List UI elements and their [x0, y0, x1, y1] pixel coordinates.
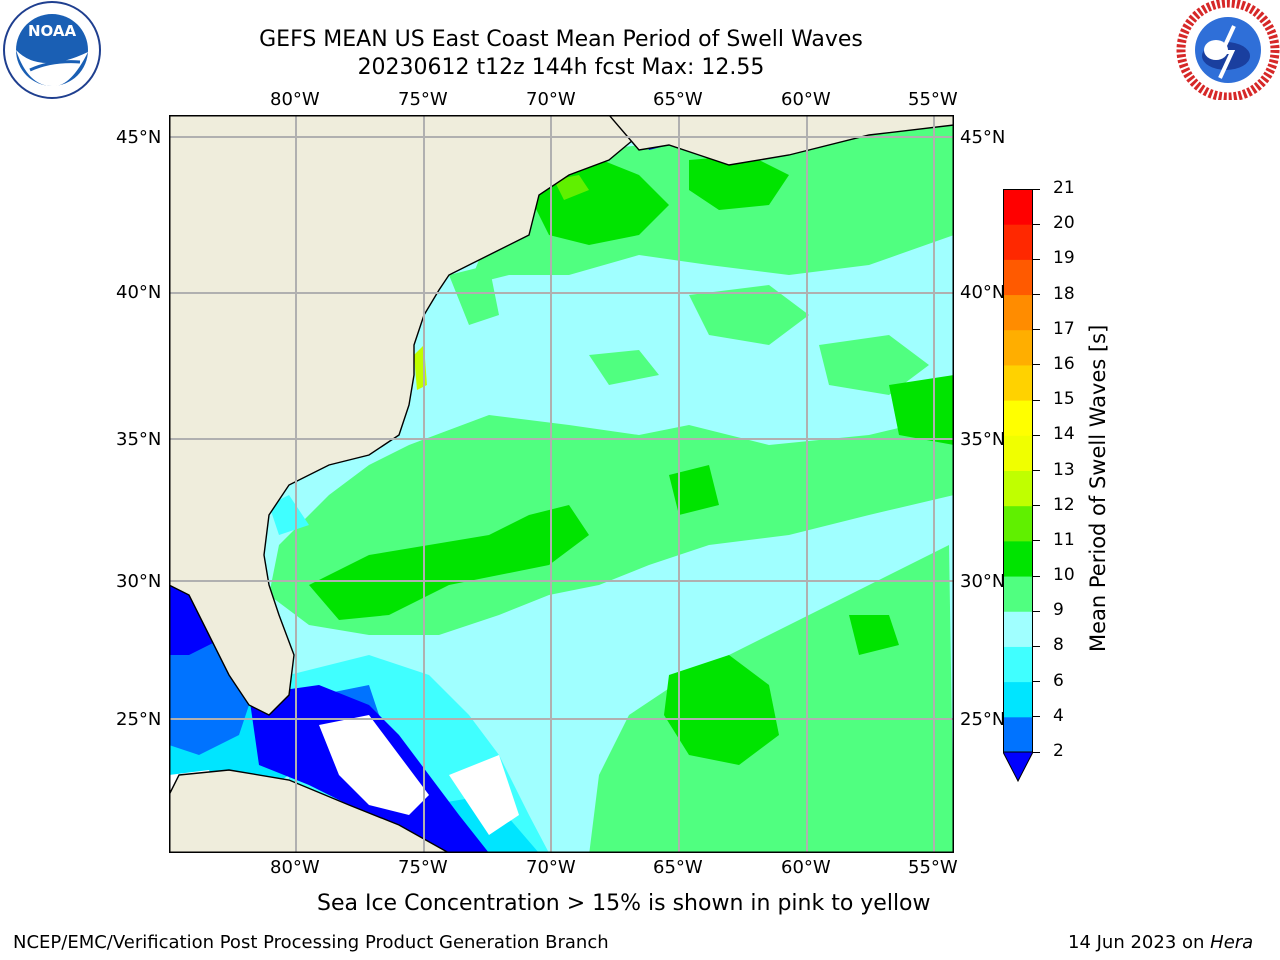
contours-11-12	[554, 175, 589, 200]
colorbar-segment	[1003, 716, 1033, 753]
colorbar-tick-label: 17	[1053, 318, 1075, 339]
land	[169, 115, 954, 853]
colorbar-tick-mark	[1033, 540, 1040, 542]
colorbar-tick-label: 14	[1053, 424, 1075, 445]
colorbar-tick-label: 16	[1053, 353, 1075, 374]
lon-label: 60°W	[781, 89, 831, 110]
colorbar-tick-mark	[1033, 610, 1040, 612]
credit-left: NCEP/EMC/Verification Post Processing Pr…	[13, 932, 609, 953]
lat-label: 30°N	[116, 571, 162, 592]
map-subtitle: 20230612 t12z 144h fcst Max: 12.55	[357, 55, 765, 80]
colorbar-tick-label: 10	[1053, 565, 1075, 586]
credit-right: 14 Jun 2023 on Hera	[1068, 932, 1253, 953]
lon-label: 70°W	[526, 857, 576, 878]
lat-label: 25°N	[960, 709, 1006, 730]
colorbar-segment	[1003, 259, 1033, 296]
lat-label: 35°N	[116, 429, 162, 450]
colorbar-tick-mark	[1033, 294, 1040, 296]
lon-label: 80°W	[270, 89, 320, 110]
colorbar-segment	[1003, 576, 1033, 612]
colorbar-tick-label: 8	[1053, 635, 1064, 656]
colorbar-tick-label: 18	[1053, 283, 1075, 304]
lon-label: 60°W	[781, 857, 831, 878]
colorbar-segment	[1003, 189, 1033, 225]
colorbar-tick-mark	[1033, 329, 1040, 331]
colorbar-tick-label: 13	[1053, 459, 1075, 480]
colorbar	[1002, 189, 1034, 784]
colorbar-tick-mark	[1033, 716, 1040, 718]
colorbar-tick-mark	[1033, 399, 1040, 401]
colorbar-tick-label: 6	[1053, 670, 1064, 691]
lon-label: 75°W	[398, 89, 448, 110]
colorbar-tick-label: 12	[1053, 494, 1075, 515]
colorbar-tick-mark	[1033, 258, 1040, 260]
lat-label: 40°N	[960, 282, 1006, 303]
colorbar-tick-label: 11	[1053, 529, 1075, 550]
credit-host: Hera	[1210, 932, 1254, 953]
colorbar-segment	[1003, 646, 1033, 683]
sea-ice-note: Sea Ice Concentration > 15% is shown in …	[317, 891, 931, 916]
nws-logo	[1176, 0, 1280, 102]
colorbar-segment	[1003, 294, 1033, 331]
colorbar-tick-mark	[1033, 434, 1040, 436]
colorbar-segment	[1003, 364, 1033, 401]
lat-label: 25°N	[116, 709, 162, 730]
colorbar-segment	[1003, 505, 1033, 542]
swell-period-map	[169, 115, 954, 853]
colorbar-under-arrow	[1002, 751, 1034, 783]
lon-label: 80°W	[270, 857, 320, 878]
colorbar-frame	[1003, 189, 1033, 753]
colorbar-tick-label: 2	[1053, 741, 1064, 761]
colorbar-segment	[1003, 400, 1033, 436]
lat-label: 45°N	[116, 127, 162, 148]
colorbar-tick-label: 21	[1053, 178, 1075, 198]
colorbar-graphic	[1002, 189, 1034, 783]
map-frame	[169, 115, 954, 853]
colorbar-tick-label: 20	[1053, 213, 1075, 234]
map-title: GEFS MEAN US East Coast Mean Period of S…	[259, 27, 863, 52]
lon-label: 55°W	[908, 89, 958, 110]
colorbar-tick-label: 9	[1053, 600, 1064, 621]
colorbar-segment	[1003, 540, 1033, 577]
noaa-logo-text: NOAA	[28, 22, 77, 40]
colorbar-tick-mark	[1033, 188, 1040, 190]
lat-label: 30°N	[960, 571, 1006, 592]
colorbar-tick-label: 15	[1053, 389, 1075, 410]
lat-label: 40°N	[116, 282, 162, 303]
colorbar-tick-mark	[1033, 470, 1040, 471]
lon-label: 65°W	[653, 89, 703, 110]
colorbar-segment	[1003, 224, 1033, 260]
colorbar-tick-mark	[1033, 681, 1040, 683]
lon-label: 70°W	[526, 89, 576, 110]
colorbar-segment	[1003, 435, 1033, 471]
lon-label: 75°W	[398, 857, 448, 878]
noaa-logo: NOAA	[0, 0, 104, 100]
colorbar-tick-mark	[1033, 575, 1040, 577]
credit-date: 14 Jun 2023 on	[1068, 932, 1211, 953]
colorbar-tick-mark	[1033, 645, 1040, 647]
lat-label: 35°N	[960, 429, 1006, 450]
lon-label: 55°W	[908, 857, 958, 878]
lon-label: 65°W	[653, 857, 703, 878]
colorbar-tick-mark	[1033, 223, 1040, 225]
colorbar-segment	[1003, 470, 1033, 507]
map-panel	[169, 115, 954, 853]
colorbar-segment	[1003, 681, 1033, 718]
graticule	[169, 115, 954, 853]
colorbar-tick-mark	[1033, 505, 1040, 507]
lat-label: 45°N	[960, 127, 1006, 148]
colorbar-segment	[1003, 329, 1033, 366]
colorbar-tick-mark	[1033, 751, 1040, 753]
colorbar-tick-label: 19	[1053, 248, 1075, 269]
colorbar-tick-mark	[1033, 364, 1040, 366]
colorbar-segment	[1003, 611, 1033, 647]
colorbar-tick-label: 4	[1053, 705, 1064, 726]
colorbar-title: Mean Period of Swell Waves [s]	[1086, 324, 1110, 652]
